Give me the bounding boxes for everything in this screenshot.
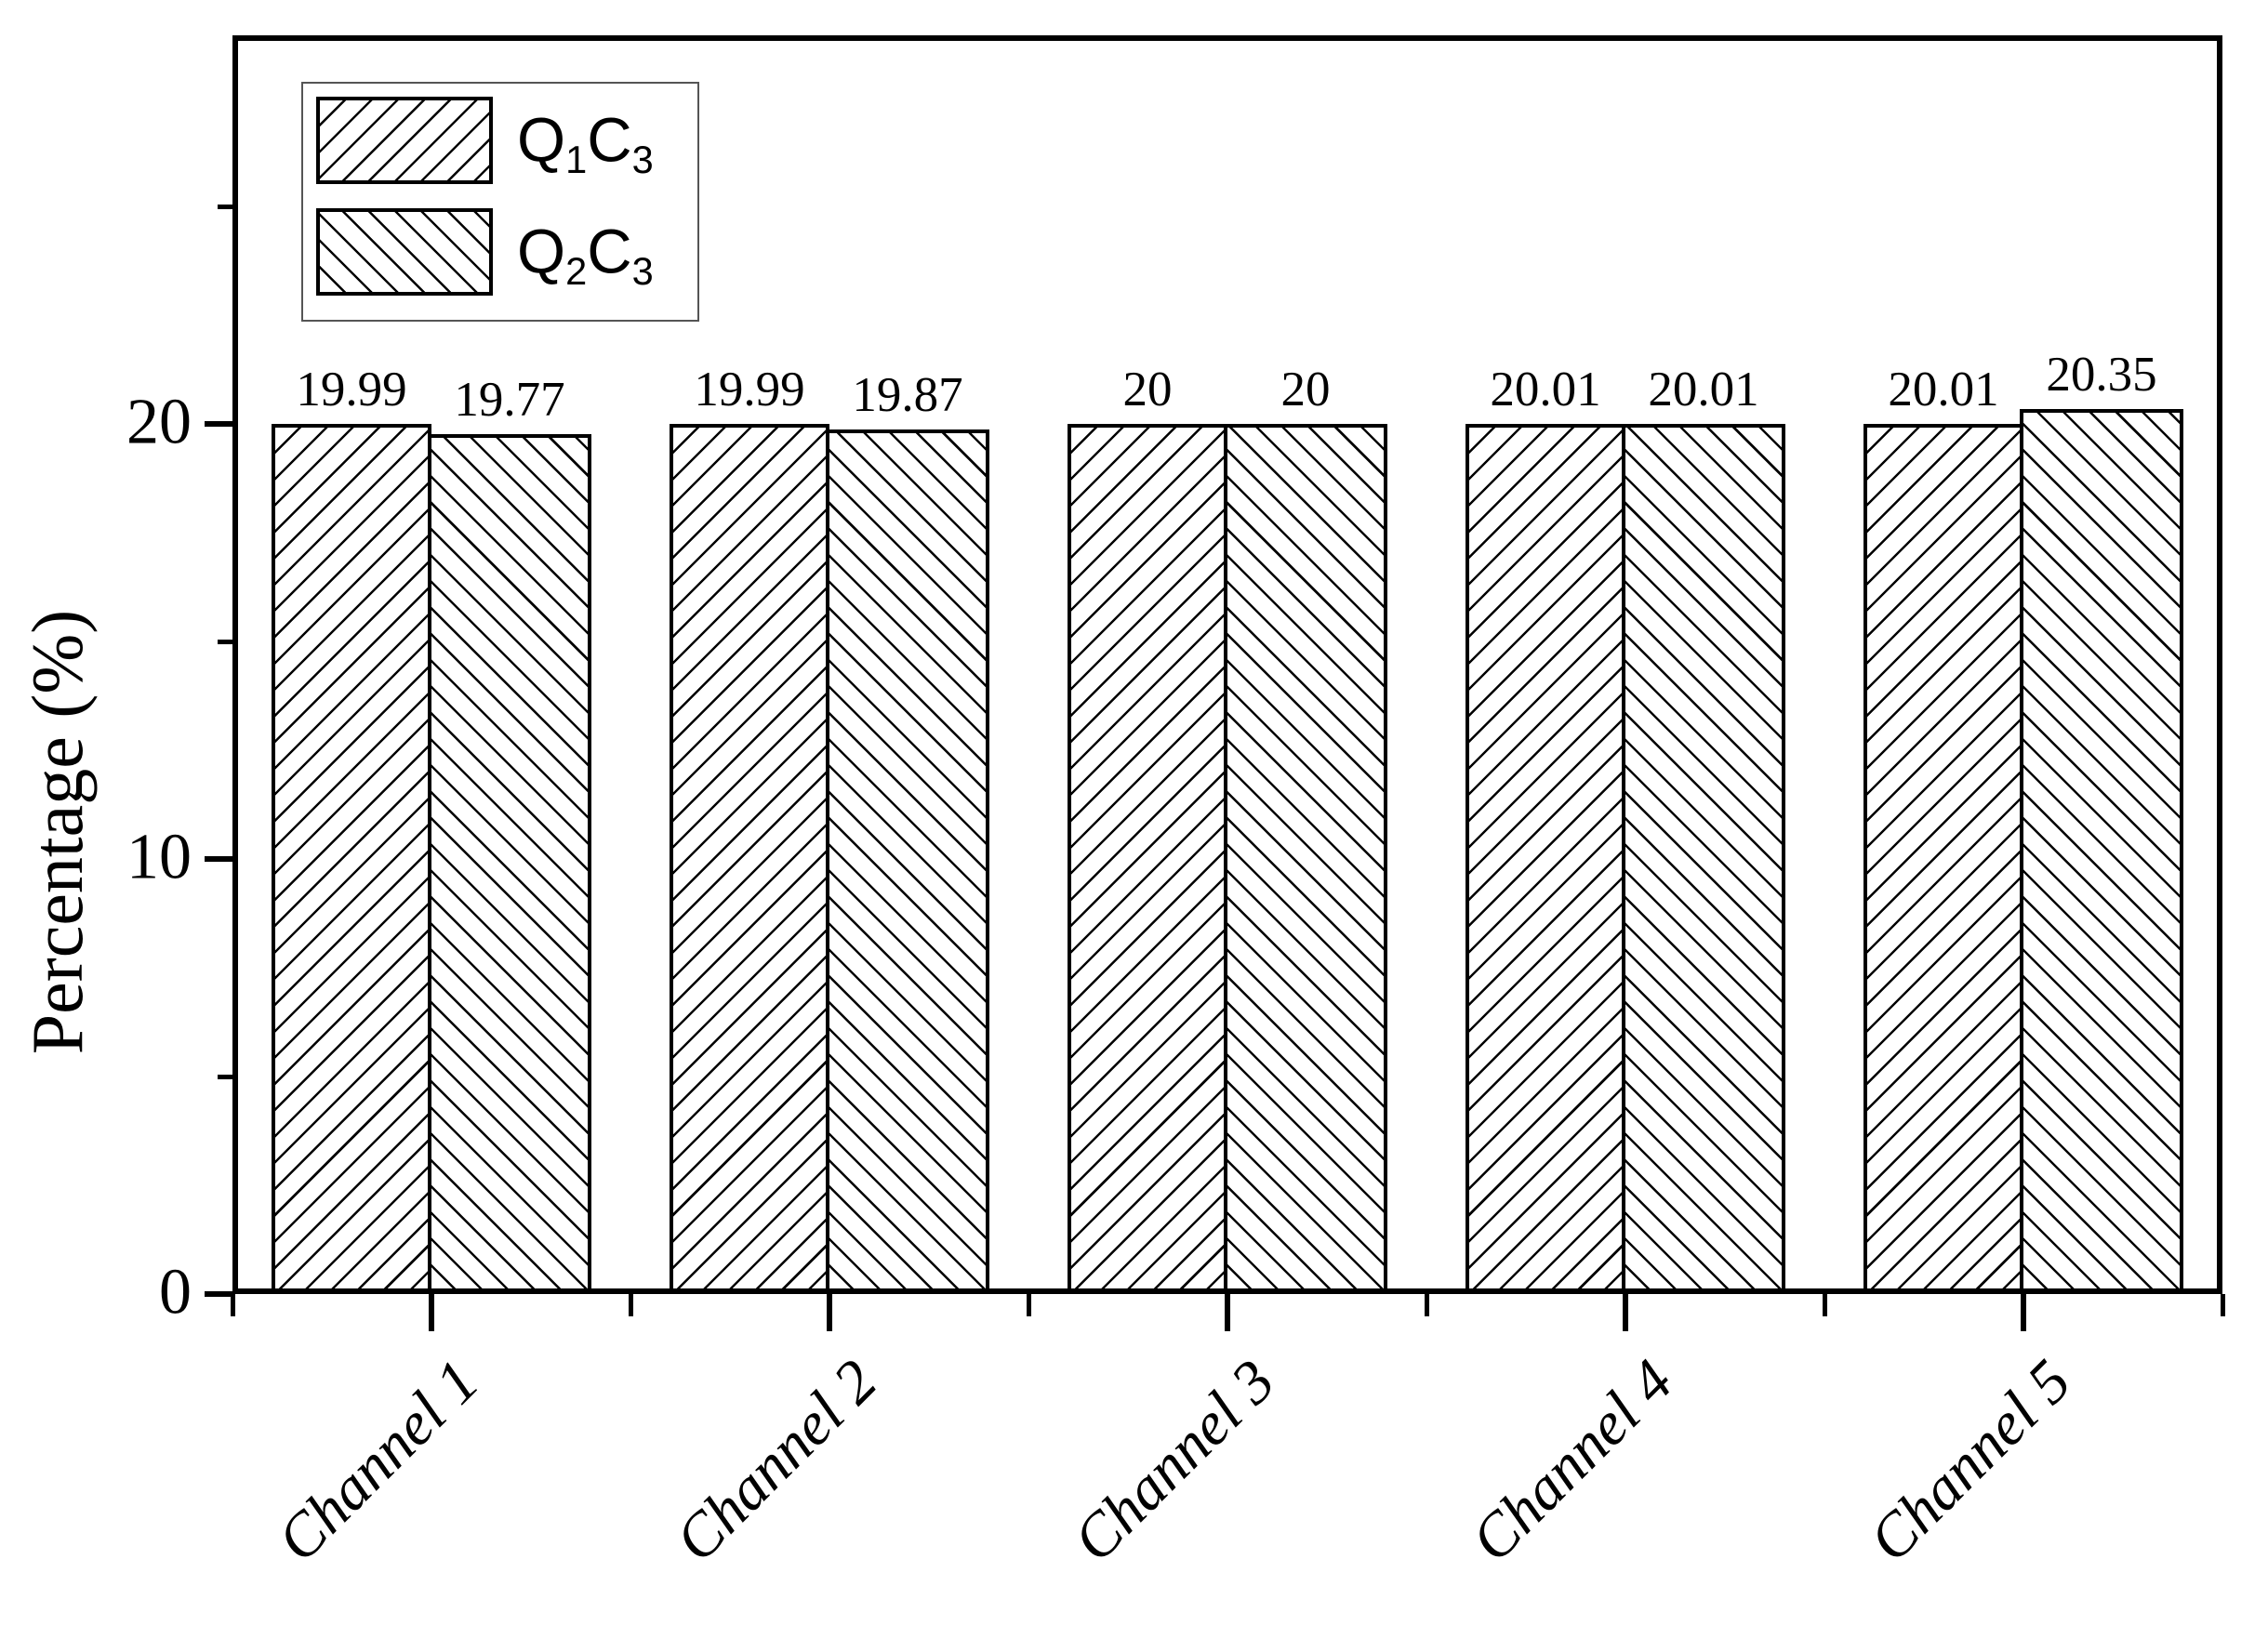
y-axis-minor-tick (218, 1074, 232, 1079)
x-category-label: Channel 3 (1060, 1347, 1288, 1575)
bar-value-label: 19.99 (296, 363, 407, 417)
bar-value-label: 20.01 (1490, 362, 1601, 416)
x-category-label: Channel 1 (264, 1347, 492, 1575)
y-axis-tick-label: 0 (159, 1256, 192, 1328)
x-axis-minor-tick (1424, 1294, 1429, 1316)
bar-value-label: 19.87 (852, 368, 963, 423)
legend-label-text: Q (517, 105, 566, 176)
legend-swatch-backward-hatch (316, 208, 493, 296)
bar-q1c3-channel-2 (670, 424, 829, 1294)
bar-value-label: 20.01 (1648, 362, 1759, 416)
y-axis-title: Percentage (%) (17, 609, 98, 1055)
x-axis-minor-tick (2220, 1294, 2225, 1316)
y-axis-major-tick (205, 421, 232, 427)
x-axis-major-tick (429, 1294, 434, 1331)
legend-label-subscript: 3 (631, 137, 654, 181)
legend-label-q2c3: Q2C3 (517, 217, 654, 291)
y-axis-major-tick (205, 856, 232, 862)
x-axis-minor-tick (1026, 1294, 1031, 1316)
x-category-label: Channel 4 (1458, 1347, 1686, 1575)
legend-label-q1c3: Q1C3 (517, 110, 654, 179)
y-axis-tick-label: 20 (126, 386, 192, 458)
legend: Q1C3 Q2C3 (301, 82, 699, 322)
bar-q1c3-channel-4 (1466, 423, 1625, 1294)
bar-q2c3-channel-4 (1622, 423, 1785, 1294)
legend-label-text: Q (517, 217, 566, 287)
legend-label-text: C (587, 217, 632, 287)
legend-swatch-forward-hatch (316, 97, 493, 184)
x-axis-minor-tick (628, 1294, 633, 1316)
bar-value-label: 20 (1122, 363, 1173, 416)
x-axis-minor-tick (1822, 1294, 1827, 1316)
y-axis-major-tick (205, 1291, 232, 1297)
y-axis-minor-tick (218, 204, 232, 209)
y-axis-minor-tick (218, 639, 232, 644)
bar-q2c3-channel-5 (2020, 408, 2183, 1294)
bar-value-label: 20 (1280, 363, 1331, 416)
bar-value-label: 19.99 (694, 363, 805, 417)
bar-value-label: 20.35 (2046, 347, 2157, 402)
bar-value-label: 20.01 (1888, 362, 1999, 416)
bar-q2c3-channel-3 (1224, 424, 1387, 1294)
bar-q2c3-channel-2 (826, 429, 989, 1294)
bar-q2c3-channel-1 (428, 433, 591, 1294)
x-axis-major-tick (1225, 1294, 1230, 1331)
x-axis-major-tick (2021, 1294, 2026, 1331)
legend-label-text: C (587, 105, 632, 176)
bar-q1c3-channel-3 (1068, 424, 1227, 1294)
bar-q1c3-channel-1 (272, 424, 431, 1294)
x-axis-minor-tick (230, 1294, 235, 1316)
x-axis-major-tick (827, 1294, 832, 1331)
legend-label-subscript: 1 (565, 137, 588, 181)
bar-q1c3-channel-5 (1863, 423, 2023, 1294)
x-category-label: Channel 2 (662, 1347, 890, 1575)
bar-value-label: 19.77 (454, 372, 565, 427)
legend-label-subscript: 3 (631, 248, 654, 293)
x-axis-major-tick (1623, 1294, 1628, 1331)
y-axis-tick-label: 10 (126, 821, 192, 893)
x-category-label: Channel 5 (1856, 1347, 2084, 1575)
legend-label-subscript: 2 (565, 248, 588, 293)
